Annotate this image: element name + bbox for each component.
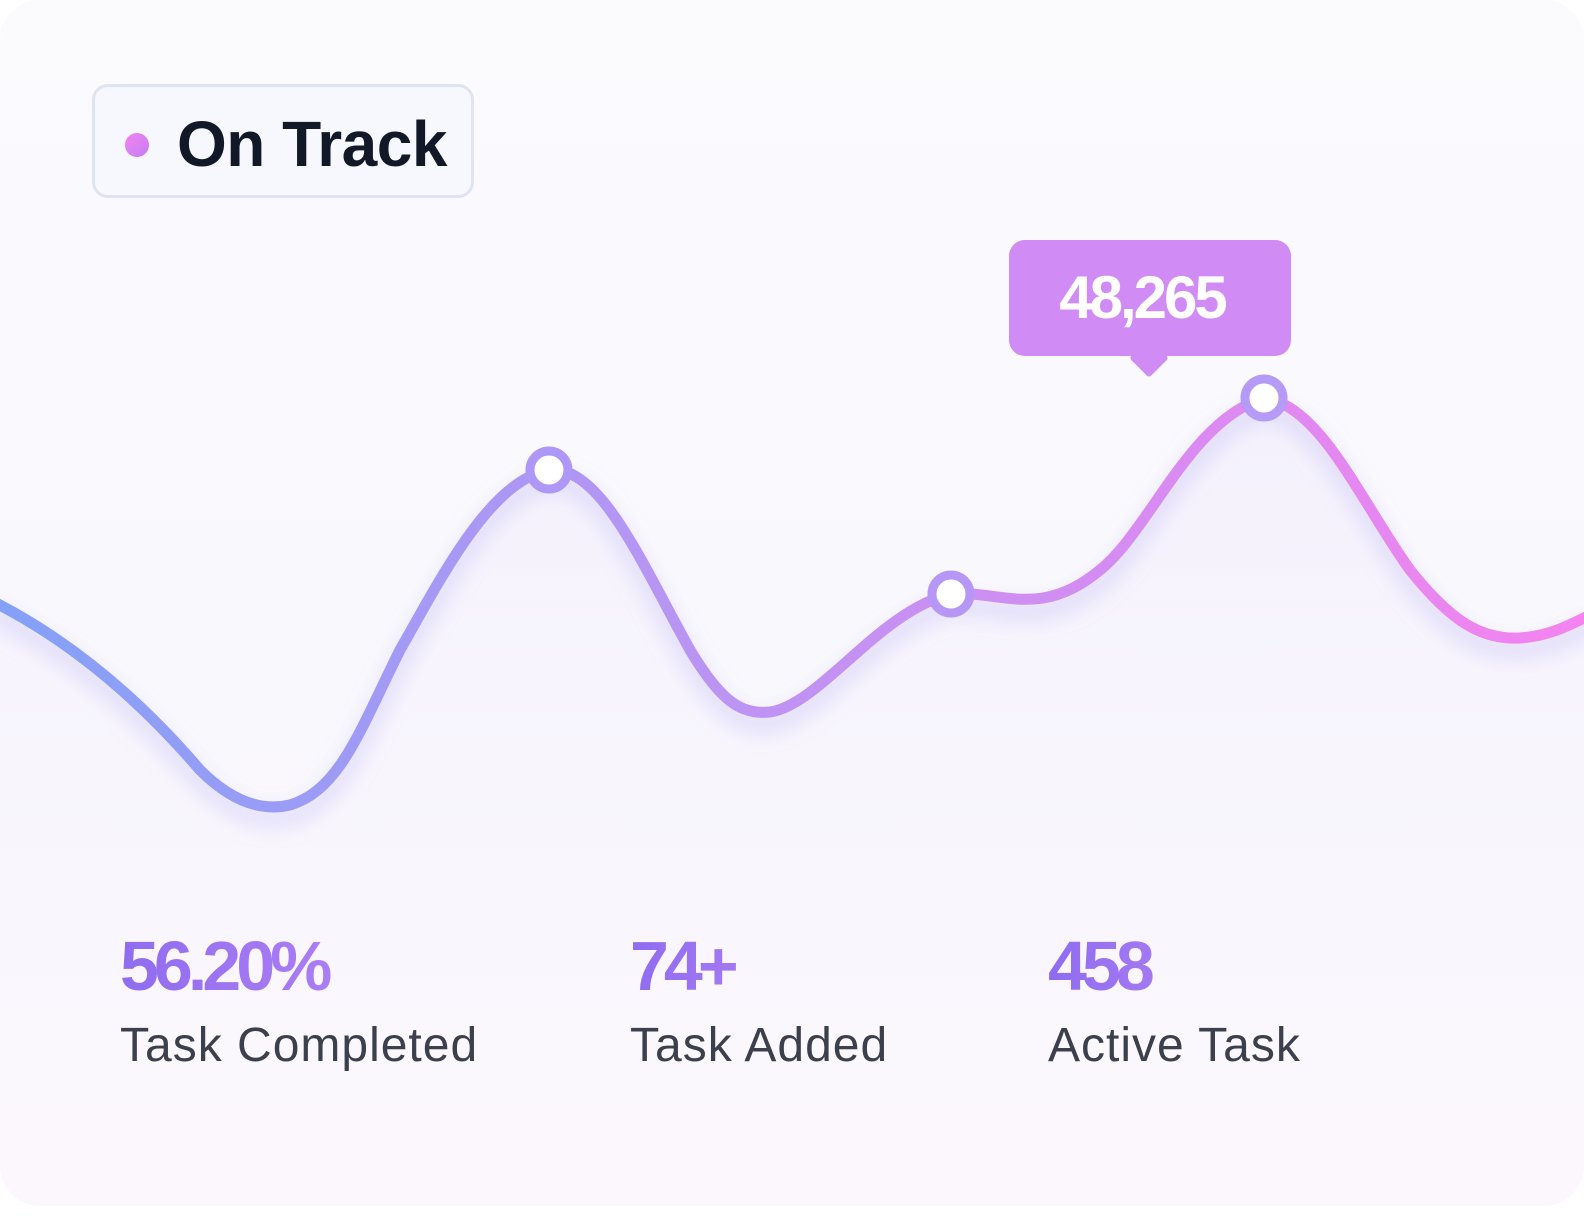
stat-value: 458 — [1048, 928, 1301, 1004]
stat-task-added: 74+ Task Added — [630, 928, 888, 1074]
data-point-marker[interactable] — [927, 570, 975, 618]
stat-label: Task Completed — [120, 1019, 479, 1072]
data-point-marker[interactable] — [525, 446, 573, 494]
stat-label: Task Added — [630, 1019, 889, 1072]
value-tooltip: 48,265 — [1009, 240, 1291, 378]
stat-value: 74+ — [630, 928, 888, 1004]
status-dot-icon — [125, 133, 149, 157]
stat-active-task: 458 Active Task — [1048, 928, 1301, 1074]
area-fill — [0, 398, 1584, 1206]
stat-task-completed: 56.20% Task Completed — [120, 928, 478, 1074]
data-point-marker-active[interactable] — [1240, 374, 1288, 422]
stat-label: Active Task — [1048, 1019, 1301, 1072]
tooltip-value: 48,265 — [1059, 264, 1228, 331]
line-glow — [0, 402, 1584, 826]
status-badge: On Track — [92, 84, 474, 198]
stat-value: 56.20% — [120, 928, 478, 1004]
trend-line — [0, 392, 1584, 813]
status-label: On Track — [177, 108, 447, 180]
